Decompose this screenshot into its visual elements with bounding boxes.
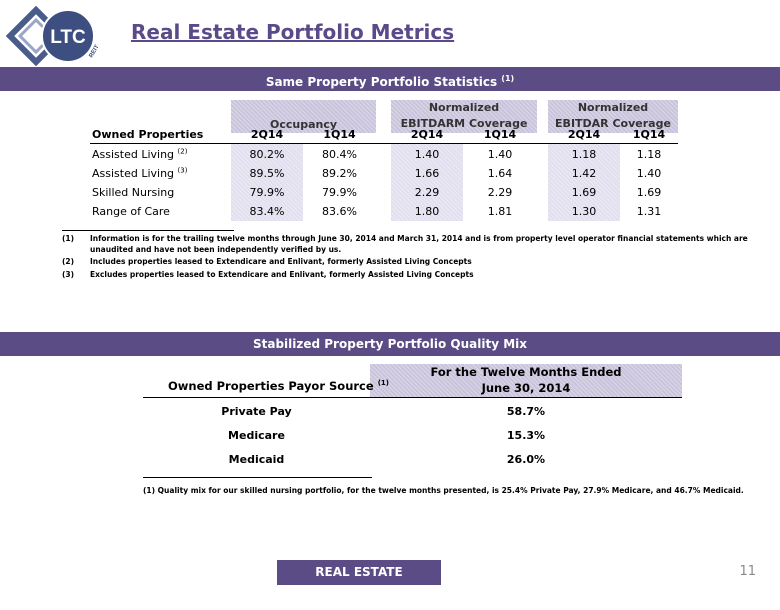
quality-footnote: (1) Quality mix for our skilled nursing … <box>143 486 744 495</box>
payor-value: 26.0% <box>506 453 546 466</box>
table-cell: 80.4% <box>322 148 357 161</box>
period-header: 1Q14 <box>323 128 356 141</box>
period-header: 2Q14 <box>410 128 444 141</box>
table-cell: 1.18 <box>571 148 597 161</box>
table-cell: 1.69 <box>636 186 662 199</box>
table-cell: 80.2% <box>249 148 285 161</box>
header-rule <box>90 143 678 144</box>
footnote-text: Excludes properties leased to Extendicar… <box>90 270 474 279</box>
ebitdar-header-bg <box>548 100 678 133</box>
payor-label: Private Pay <box>221 405 292 418</box>
occupancy-2q-bg <box>231 143 303 221</box>
occupancy-header: Occupancy <box>269 118 338 131</box>
table-cell: 1.18 <box>636 148 662 161</box>
footnote-rule <box>143 477 372 478</box>
ebitdar-2q-bg <box>548 143 620 221</box>
footnote-num: (3) <box>62 270 75 279</box>
table-cell: 1.40 <box>636 167 662 180</box>
payor-label: Medicare <box>228 429 285 442</box>
payor-label: Medicaid <box>228 453 285 466</box>
table-cell: 1.31 <box>636 205 662 218</box>
payor-value: 58.7% <box>506 405 546 418</box>
footnote-text: unaudited and have not been independentl… <box>90 245 342 254</box>
table-cell: 89.2% <box>322 167 357 180</box>
page-title: Real Estate Portfolio Metrics <box>131 20 455 44</box>
payor-value: 15.3% <box>506 429 546 442</box>
table-cell: 1.66 <box>414 167 440 180</box>
footnote-rule <box>62 230 234 231</box>
table-cell: 1.64 <box>487 167 513 180</box>
row-label: Range of Care <box>92 205 170 218</box>
table-cell: 79.9% <box>322 186 357 199</box>
footnote-text: Includes properties leased to Extendicar… <box>90 257 472 266</box>
footnote-text: Information is for the trailing twelve m… <box>90 234 748 243</box>
ebitdarm-header-line2: EBITDARM Coverage <box>400 117 528 130</box>
footnote-num: (2) <box>62 257 75 266</box>
row-note: (2) <box>177 147 188 156</box>
ebitdar-header-line2: EBITDAR Coverage <box>555 117 671 130</box>
table-cell: 1.40 <box>414 148 440 161</box>
period-header: 2Q14 <box>250 128 284 141</box>
table-cell: 2.29 <box>487 186 513 199</box>
quality-header-bg <box>370 364 682 398</box>
row-label: Skilled Nursing <box>92 186 175 199</box>
period-header: 1Q14 <box>632 128 666 141</box>
ebitdarm-2q-bg <box>391 143 463 221</box>
payor-source-note: (1) <box>377 379 389 388</box>
table-cell: 1.30 <box>571 205 597 218</box>
table-cell: 1.40 <box>487 148 513 161</box>
footnote-num: (1) <box>62 234 75 243</box>
ltc-logo: LTC REIT <box>5 5 118 67</box>
quality-mix-band: Stabilized Property Portfolio Quality Mi… <box>0 332 780 356</box>
table-cell: 2.29 <box>414 186 440 199</box>
table-cell: 83.6% <box>322 205 357 218</box>
row-label: Assisted Living <box>92 167 175 180</box>
row-label: Assisted Living <box>92 148 175 161</box>
band-title: Same Property Portfolio Statistics <box>265 75 498 89</box>
table-cell: 1.69 <box>571 186 597 199</box>
period-header: 2Q14 <box>567 128 601 141</box>
owned-properties-header: Owned Properties <box>92 128 204 141</box>
ebitdarm-header-line1: Normalized <box>428 101 500 114</box>
table-cell: 1.81 <box>487 205 513 218</box>
footer-band: REAL ESTATE PORTFOLIO <box>277 560 441 604</box>
svg-text:LTC: LTC <box>50 27 86 48</box>
band-note: (1) <box>501 74 515 83</box>
same-property-band: Same Property Portfolio Statistics (1) <box>0 67 780 91</box>
ebitdarm-header-bg <box>391 100 537 133</box>
ebitdar-header-line1: Normalized <box>577 101 649 114</box>
twelve-months-header-line2: June 30, 2014 <box>481 381 571 395</box>
twelve-months-header-line1: For the Twelve Months Ended <box>430 365 622 379</box>
period-header: 1Q14 <box>483 128 517 141</box>
occupancy-header-bg <box>231 100 376 133</box>
table-cell: 1.80 <box>414 205 440 218</box>
table-cell: 1.42 <box>571 167 597 180</box>
table-cell: 83.4% <box>249 205 285 218</box>
table-cell: 89.5% <box>249 167 285 180</box>
payor-source-header: Owned Properties Payor Source <box>168 379 374 393</box>
page-number: 11 <box>739 564 756 579</box>
table-cell: 79.9% <box>249 186 285 199</box>
row-note: (3) <box>177 166 188 175</box>
header-rule <box>143 397 682 398</box>
